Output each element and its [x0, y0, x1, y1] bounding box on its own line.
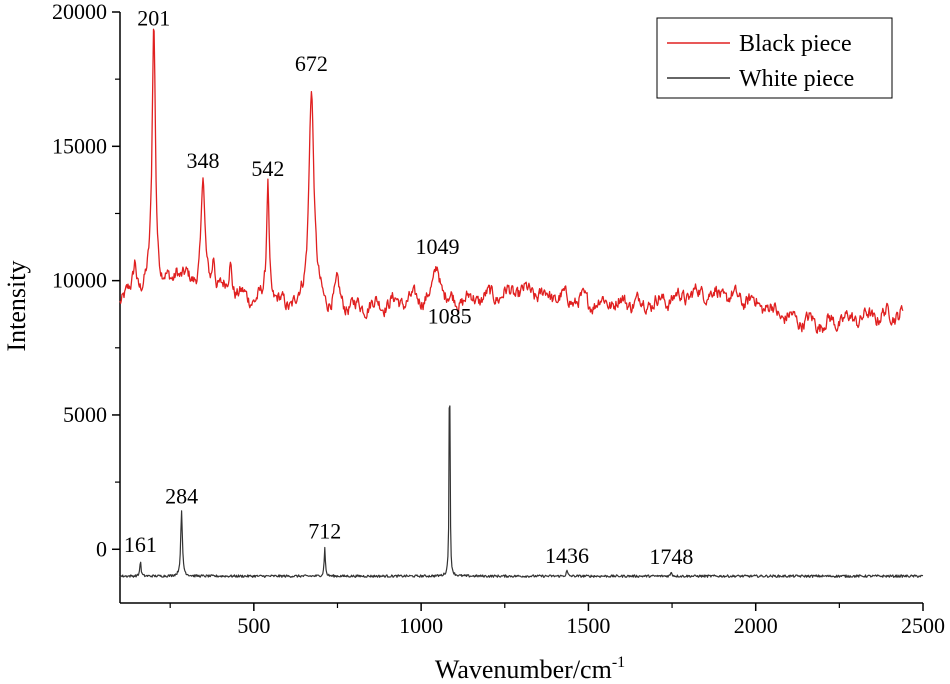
- peak-label-1748: 1748: [649, 544, 693, 569]
- peak-label-712: 712: [308, 519, 341, 544]
- peak-label-1085: 1085: [428, 304, 472, 329]
- y-tick-label: 20000: [52, 0, 107, 24]
- x-tick-label: 1000: [399, 613, 443, 638]
- x-tick-label: 1500: [566, 613, 610, 638]
- series-line-white-piece: [119, 405, 924, 578]
- x-ticks: 500 1000 1500 2000 2500: [169, 603, 945, 638]
- legend-label-black-piece: Black piece: [739, 31, 852, 57]
- series-line-black-piece: [119, 28, 904, 334]
- peak-label-672: 672: [295, 51, 328, 76]
- x-axis-title: Wavenumber/cm-1: [435, 654, 625, 684]
- peak-label-284: 284: [165, 484, 198, 509]
- x-tick-label: 2500: [901, 613, 945, 638]
- peak-label-201: 201: [137, 5, 170, 30]
- peak-label-348: 348: [186, 148, 219, 173]
- y-tick-label: 0: [96, 536, 107, 561]
- y-axis-title: Intensity: [2, 261, 31, 352]
- legend-label-white-piece: White piece: [739, 66, 854, 92]
- y-tick-label: 10000: [52, 268, 107, 293]
- peak-label-542: 542: [251, 156, 284, 181]
- x-tick-label: 500: [237, 613, 270, 638]
- y-tick-label: 15000: [52, 133, 107, 158]
- axes: [119, 12, 923, 604]
- legend-box: [656, 17, 893, 99]
- peak-label-1049: 1049: [416, 234, 460, 259]
- x-axis-title-superscript: -1: [612, 654, 625, 671]
- series-layer: [119, 28, 924, 578]
- y-tick-label: 5000: [63, 402, 107, 427]
- legend: Black piece White piece: [656, 17, 893, 99]
- x-tick-label: 2000: [734, 613, 778, 638]
- peak-labels: 201 348 542 672 1049 161 284 712 1085 1436 1748: [124, 5, 693, 569]
- peak-label-161: 161: [124, 532, 157, 557]
- y-ticks: 0 5000 10000 15000 20000: [52, 0, 120, 561]
- peak-label-1436: 1436: [545, 543, 589, 568]
